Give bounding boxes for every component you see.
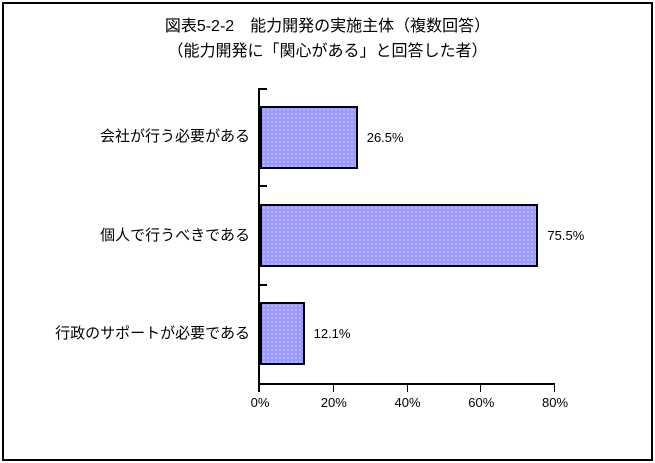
- bar-company: [260, 105, 358, 169]
- category-label: 会社が行う必要がある: [99, 128, 250, 145]
- bar-value-label: 26.5%: [366, 129, 404, 145]
- y-axis-tick: [260, 88, 267, 90]
- x-axis-tick: [406, 385, 408, 392]
- x-axis-tick-label: 40%: [394, 395, 421, 410]
- category-label: 行政のサポートが必要である: [55, 325, 250, 342]
- x-axis-tick-label: 0%: [250, 395, 270, 410]
- bar-row: 26.5%: [260, 88, 555, 186]
- x-axis-tick-label: 80%: [541, 395, 569, 410]
- x-axis-tick: [258, 385, 260, 392]
- x-axis-tick: [554, 385, 555, 392]
- x-axis-tick: [480, 385, 482, 392]
- y-axis-tick: [260, 185, 267, 188]
- category-label: 個人で行うべきである: [100, 227, 250, 244]
- bar-government: [260, 302, 305, 366]
- bar-value-label: 75.5%: [547, 227, 585, 243]
- y-axis-tick: [260, 283, 267, 286]
- chart-subtitle: （能力開発に「関心がある」と回答した者）: [167, 43, 488, 60]
- chart-title-block: 図表5-2-2 能力開発の実施主体（複数回答） （能力開発に「関心がある」と回答…: [0, 14, 655, 64]
- bar-row: 12.1%: [260, 285, 555, 383]
- bar-individual: [260, 203, 539, 267]
- chart-title: 図表5-2-2 能力開発の実施主体（複数回答）: [164, 18, 491, 35]
- bar-value-label: 12.1%: [313, 326, 351, 342]
- plot-area: 26.5% 75.5% 12.1% 0% 20% 40% 60% 80%: [251, 88, 584, 410]
- x-axis-tick-label: 60%: [468, 395, 495, 410]
- x-axis-tick-label: 20%: [320, 395, 347, 410]
- bar-row: 75.5%: [260, 186, 584, 284]
- x-axis-tick: [332, 385, 334, 392]
